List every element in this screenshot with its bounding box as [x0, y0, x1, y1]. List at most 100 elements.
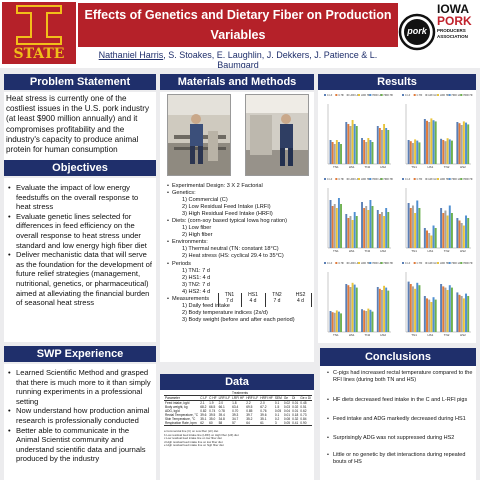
method-line: Environments: — [167, 239, 313, 246]
timeline-period-label: HS1 — [248, 292, 258, 298]
legend-label: HRFI HF — [463, 178, 473, 181]
chart-bar — [414, 288, 417, 332]
author-list: Nathaniel Harris, S. Stoakes, E. Laughli… — [78, 50, 398, 70]
method-line: Measurements — [167, 296, 313, 303]
chart-bar — [337, 311, 340, 332]
chart-bar — [369, 140, 372, 164]
legend-swatch — [413, 262, 416, 264]
conclusions-heading: Conclusions — [320, 348, 476, 366]
chart-bar — [450, 140, 453, 164]
legend-label: HRFI HF — [384, 94, 394, 97]
legend-swatch — [425, 178, 428, 180]
chart-bar — [340, 204, 342, 248]
method-line: 3) High Residual Feed Intake (HRFI) — [182, 211, 273, 218]
conclusion-item: HF diets decreased feed intake in the C … — [327, 397, 473, 404]
pig-barn-photo-1 — [167, 94, 231, 176]
legend-label: LRFI LF — [350, 262, 359, 265]
chart-bar — [448, 205, 451, 248]
legend-label: LRFI HF — [361, 94, 371, 97]
footnote: d High residual feed intake line on low … — [164, 439, 223, 444]
legend-label: LRFI HF — [440, 94, 450, 97]
table-cell: 0.41 — [291, 421, 300, 426]
chart-tick-label: TN1 — [411, 333, 417, 337]
method-line: 3) Body weight (before and after each pe… — [182, 316, 295, 323]
swp-item: Better able to communicate in the Animal… — [8, 426, 154, 464]
chart-bar — [353, 212, 356, 248]
chart-bar — [351, 282, 354, 332]
table-cell: 66.1 — [218, 405, 225, 409]
legend-swatch — [402, 94, 404, 96]
chart-bar — [407, 140, 410, 164]
chart-bar — [446, 215, 449, 248]
swp-item: Now understand how production animal res… — [8, 406, 154, 425]
legend-label: LRFI LF — [428, 262, 437, 265]
chart-tick-label: HS1 — [349, 333, 355, 337]
chart-bar — [426, 230, 429, 248]
legend-label: HRFI LF — [372, 178, 382, 181]
legend-swatch — [460, 94, 463, 96]
chart-bar — [361, 202, 363, 248]
table-cell: 0.51 — [300, 405, 307, 409]
legend-swatch — [358, 178, 360, 180]
legend-label: C HF — [338, 262, 344, 265]
table-cell: 0.85 — [246, 409, 253, 413]
table-cell: 69.5 — [246, 405, 253, 409]
method-line: 2) High fiber — [182, 232, 213, 239]
legend-label: LRFI LF — [350, 94, 359, 97]
table-cell: 39.7 — [246, 413, 253, 417]
method-line: 1) Commercial (C) — [182, 197, 228, 204]
legend-swatch — [437, 262, 439, 264]
chart-bar — [355, 126, 358, 164]
legend-swatch — [448, 262, 451, 264]
chart-bar — [351, 120, 354, 164]
table-cell: 0.1 — [274, 413, 280, 417]
table-cell: 0.2 — [274, 417, 280, 421]
chart-bar — [432, 297, 435, 332]
chart-tick-label: TN2 — [365, 249, 371, 253]
chart-bar — [333, 144, 336, 164]
chart-tick-label: HS2 — [460, 165, 466, 169]
chart-bar — [376, 126, 379, 164]
legend-label: HRFI HF — [384, 262, 394, 265]
footnote: c Low residual feed intake line on low f… — [164, 436, 222, 441]
chart-tick-label: HS1 — [427, 333, 433, 337]
chart-bar — [331, 206, 334, 248]
chart-bar — [371, 142, 374, 164]
data-table-header-cell: C LF — [199, 395, 209, 401]
table-cell: 61 — [259, 421, 274, 426]
pork-logo: pork — [398, 2, 436, 62]
table-row: ADG, kg/d 0.82 0.74 0.78 0.70 0.85 0.76 0.05 0.0… — [164, 409, 312, 413]
iowa-pork-logo-line3: PRODUCERS — [437, 28, 466, 33]
table-cell: Body weight, kg — [165, 405, 188, 409]
table-cell: 0.18 — [292, 413, 299, 417]
table-cell: 0.01 — [292, 409, 299, 413]
chart-bar — [363, 310, 366, 332]
legend-swatch — [346, 94, 349, 96]
results-chart-svg: C LF C HF LRFI LF LRFI HF HRFI LF HRFI HF TN1 H… — [324, 262, 394, 337]
chart-bar — [456, 292, 459, 332]
table-cell: 2.2 — [246, 401, 251, 405]
legend-swatch — [324, 262, 326, 264]
iowa-pork-logo-line2: PORK — [437, 14, 472, 28]
chart-tick-label: TN1 — [333, 165, 339, 169]
data-panel — [160, 390, 314, 480]
chart-bar — [409, 284, 412, 332]
chart-bar — [353, 124, 356, 164]
objectives-heading: Objectives — [4, 160, 156, 176]
table-cell: 0.82 — [200, 409, 207, 413]
chart-bar — [385, 128, 388, 164]
chart-bar — [361, 309, 363, 332]
chart-bar — [423, 228, 426, 248]
table-cell: 0.84 — [300, 417, 307, 421]
chart-bar — [428, 299, 431, 332]
chart-bar — [347, 124, 350, 164]
method-line: 2) Heat stress (HS: cyclical 29.4 to 35°… — [182, 253, 284, 260]
chart-bar — [367, 210, 370, 248]
table-cell: 2.1 — [200, 401, 205, 405]
data-table-header-cell: HRFI LF — [245, 395, 260, 401]
pig-barn-photo-2 — [245, 94, 309, 176]
chart-bar — [378, 214, 381, 248]
legend-swatch — [413, 178, 416, 180]
timeline-period-hs2: HS2 4 d — [289, 292, 312, 304]
chart-bar — [430, 235, 433, 248]
